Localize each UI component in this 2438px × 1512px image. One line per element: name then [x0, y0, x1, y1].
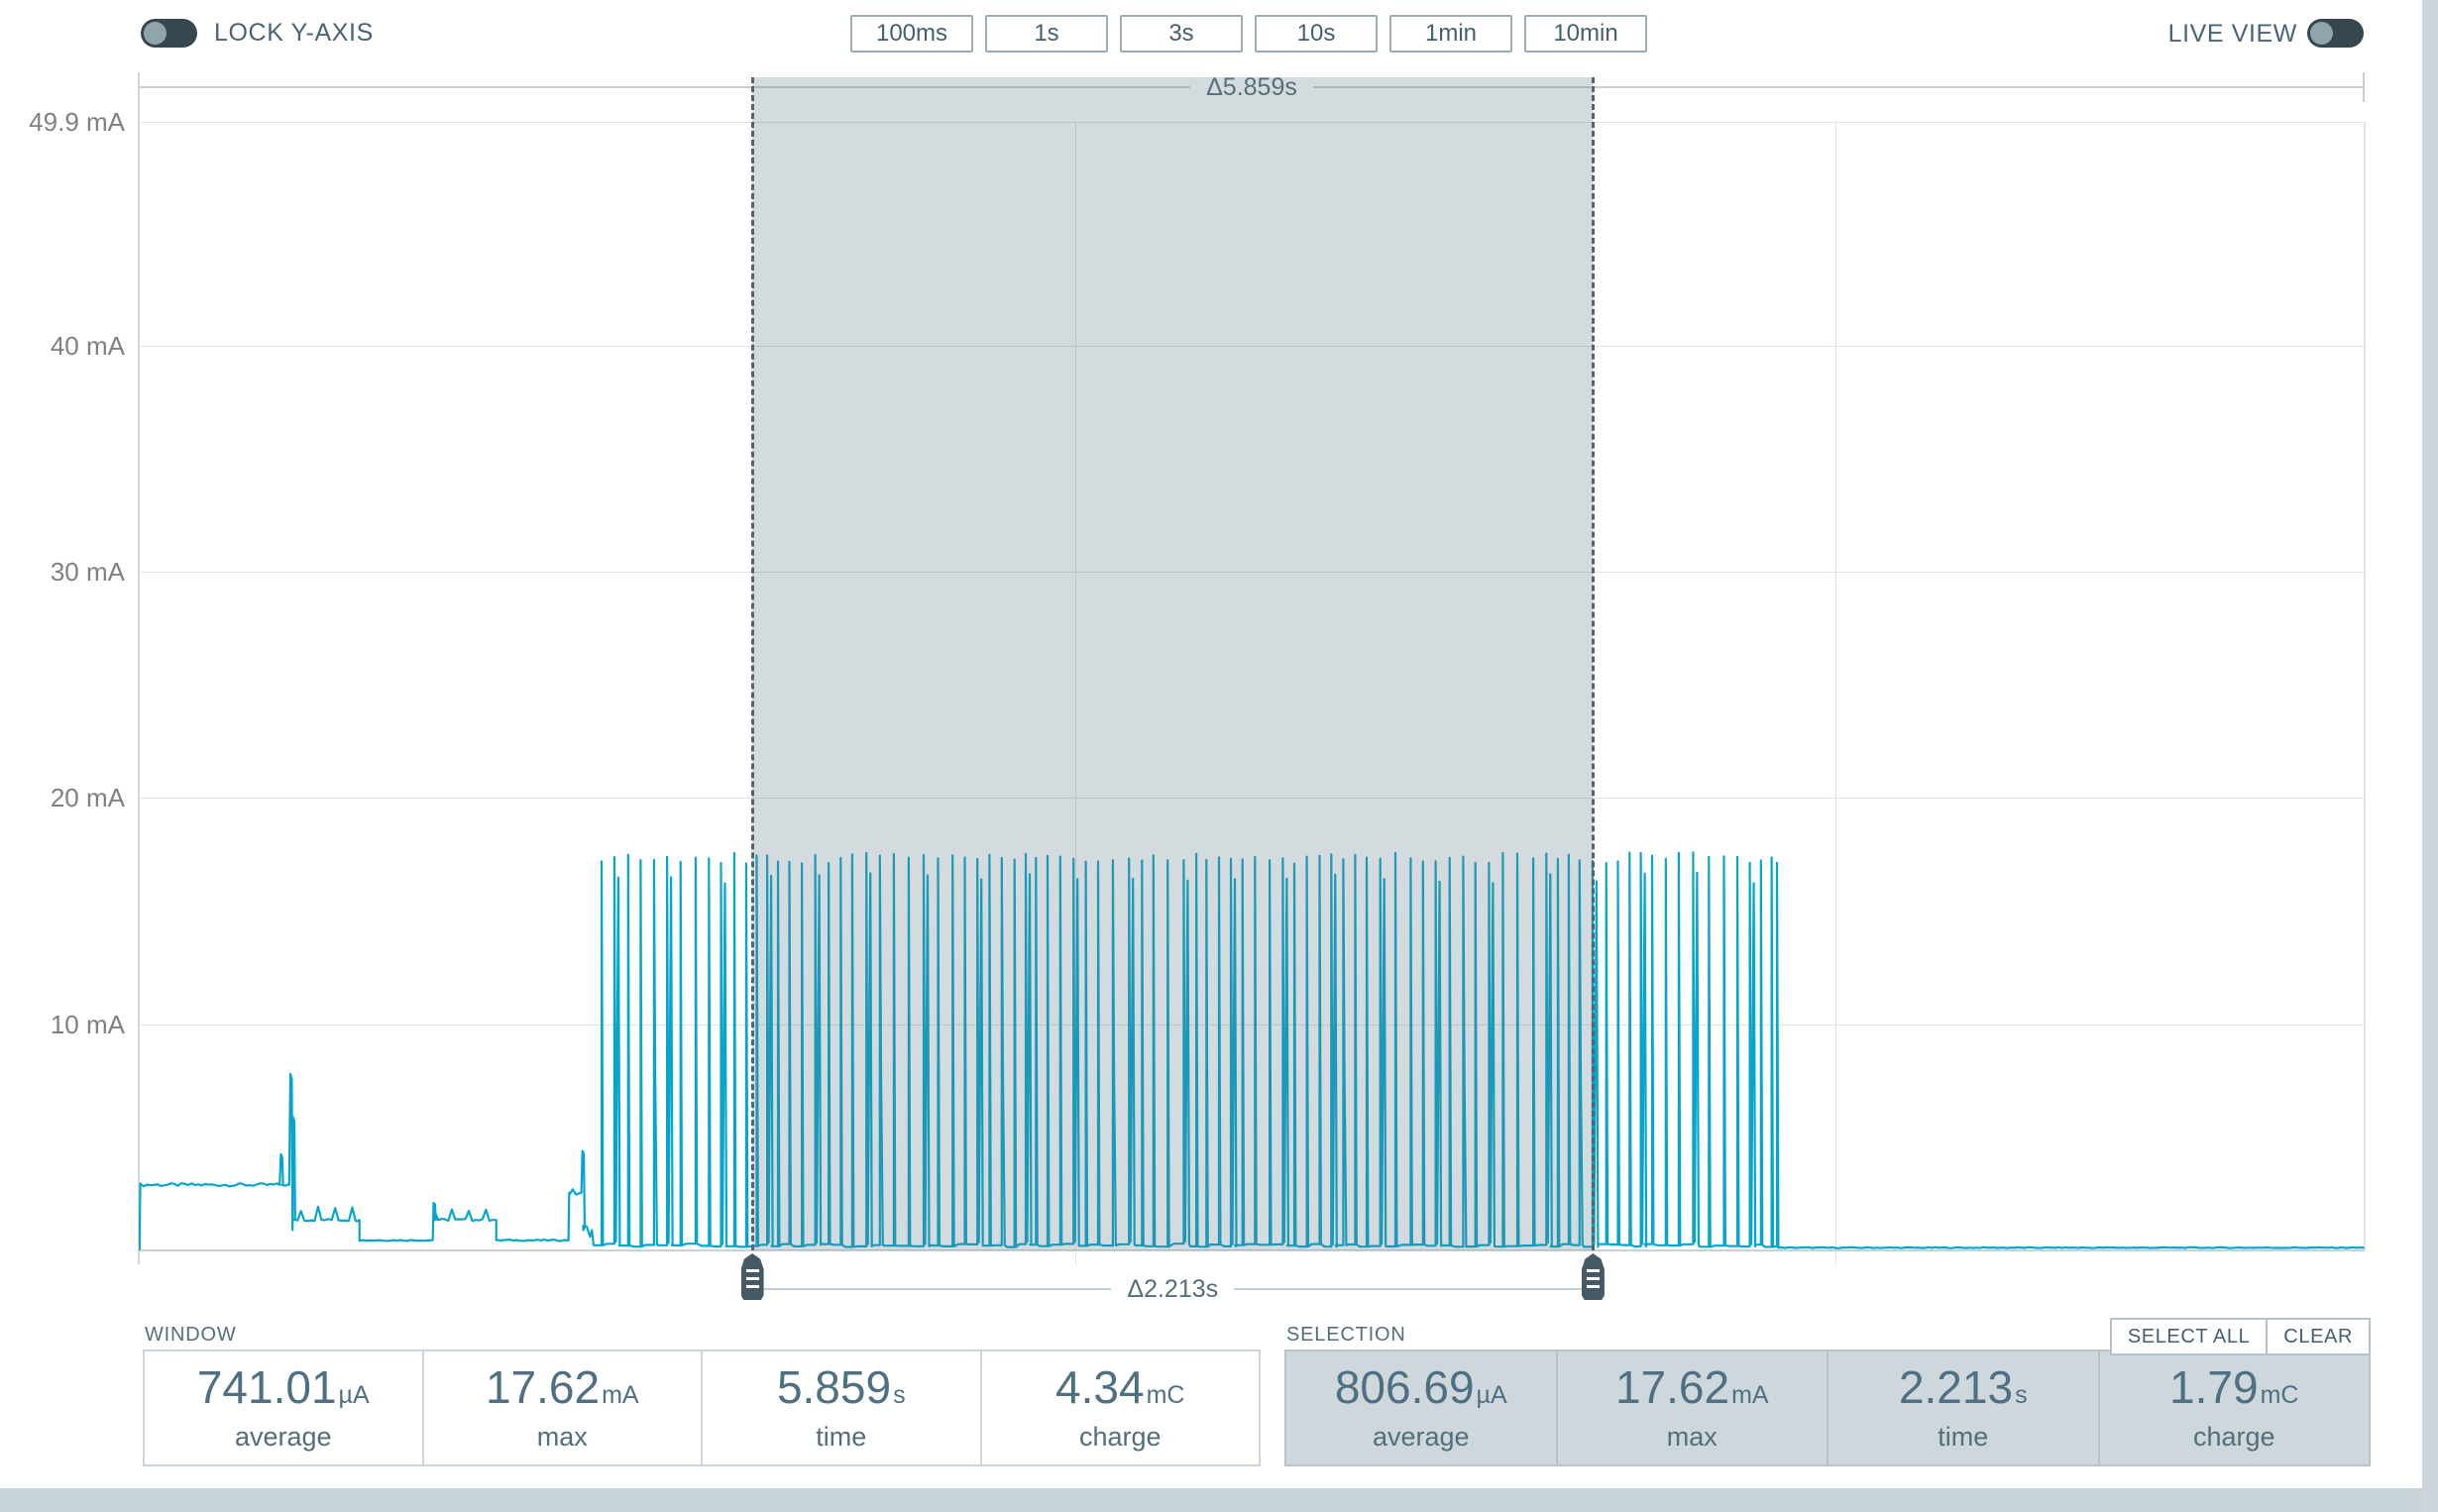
time-window-button-100ms[interactable]: 100ms: [850, 15, 973, 53]
stat-value: 5.859s: [776, 1360, 906, 1413]
lock-y-axis-toggle[interactable]: [141, 19, 197, 48]
h-gridline: [139, 121, 2365, 123]
selection-stat-max: 17.62mA max: [1557, 1351, 1827, 1464]
selection-ruler-label: Δ2.213s: [1111, 1274, 1235, 1304]
selection-stat-time: 2.213s time: [1828, 1351, 2098, 1464]
x-axis-baseline: [139, 1249, 2365, 1251]
stat-label: charge: [2192, 1421, 2275, 1452]
v-gridline: [1835, 122, 1836, 1264]
stat-value: 2.213s: [1898, 1360, 2028, 1413]
stat-label: max: [1666, 1421, 1718, 1452]
selection-stat-charge: 1.79mC charge: [2099, 1351, 2369, 1464]
window-stat-average: 741.01µA average: [145, 1351, 422, 1464]
time-window-buttons: 100ms 1s 3s 10s 1min 10min: [850, 15, 1647, 53]
window-ruler: Δ5.859s: [139, 72, 2365, 102]
live-view-label: LIVE VIEW: [2167, 20, 2297, 48]
stat-label: average: [1372, 1421, 1470, 1452]
selection-panel-title: SELECTION: [1286, 1324, 1406, 1346]
stat-label: time: [1938, 1421, 1989, 1452]
y-axis-tick-label: 20 mA: [50, 783, 125, 813]
stat-label: max: [536, 1421, 588, 1452]
lock-y-axis-toggle-knob: [144, 22, 166, 45]
current-trace: [139, 851, 2365, 1250]
select-all-button[interactable]: SELECT ALL: [2111, 1320, 2267, 1353]
window-stat-charge: 4.34mC charge: [981, 1351, 1259, 1464]
stat-label: average: [234, 1421, 332, 1452]
stat-value: 17.62mA: [1614, 1360, 1769, 1413]
time-window-button-10min[interactable]: 10min: [1524, 15, 1647, 53]
selection-handle-left[interactable]: [740, 1253, 764, 1300]
horizontal-scrollbar[interactable]: [0, 1488, 2422, 1512]
stat-label: time: [816, 1421, 867, 1452]
window-stat-max: 17.62mA max: [423, 1351, 701, 1464]
window-panel-title: WINDOW: [145, 1324, 237, 1346]
stat-value: 1.79mC: [2169, 1360, 2299, 1413]
selection-action-buttons: SELECT ALL CLEAR: [2109, 1318, 2371, 1355]
vertical-scrollbar[interactable]: [2422, 0, 2438, 1512]
selection-stat-average: 806.69µA average: [1286, 1351, 1556, 1464]
stat-value: 4.34mC: [1055, 1360, 1185, 1413]
lock-y-axis-label: LOCK Y-AXIS: [214, 19, 374, 47]
y-axis-line: [138, 73, 140, 1264]
selection-border-right[interactable]: [1591, 77, 1595, 1250]
time-window-button-1s[interactable]: 1s: [985, 15, 1108, 53]
y-axis-tick-label: 30 mA: [50, 557, 125, 588]
y-axis-tick-label: 49.9 mA: [29, 106, 125, 137]
h-gridline: [139, 1024, 2365, 1026]
stat-value: 741.01µA: [196, 1360, 370, 1413]
time-window-button-1min[interactable]: 1min: [1389, 15, 1512, 53]
live-view-toggle[interactable]: [2307, 19, 2364, 48]
selection-handle-right[interactable]: [1581, 1253, 1605, 1300]
time-window-button-10s[interactable]: 10s: [1255, 15, 1378, 53]
time-window-button-3s[interactable]: 3s: [1120, 15, 1243, 53]
stat-label: charge: [1078, 1421, 1162, 1452]
y-axis-tick-label: 10 mA: [50, 1009, 125, 1039]
clear-button[interactable]: CLEAR: [2266, 1320, 2369, 1353]
stat-value: 17.62mA: [485, 1360, 639, 1413]
chart-right-border: [2364, 122, 2366, 1250]
window-stat-time: 5.859s time: [703, 1351, 980, 1464]
selection-border-left[interactable]: [750, 77, 754, 1250]
v-gridline: [1075, 122, 1076, 1264]
h-gridline: [139, 345, 2365, 347]
selection-ruler: Δ2.213s: [752, 1274, 1593, 1304]
window-ruler-label: Δ5.859s: [1190, 72, 1313, 102]
selection-region[interactable]: [752, 77, 1594, 1250]
stat-value: 806.69µA: [1334, 1360, 1507, 1413]
window-stats-panel: 741.01µA average 17.62mA max 5.859s time 4.34m…: [143, 1350, 1261, 1466]
selection-stats-panel: 806.69µA average 17.62mA max 2.213s time 1.79m…: [1284, 1350, 2371, 1466]
h-gridline: [139, 798, 2365, 800]
h-gridline: [139, 572, 2365, 574]
current-trace-path: [139, 851, 2365, 1250]
y-axis-tick-label: 40 mA: [50, 330, 125, 361]
live-view-toggle-knob: [2310, 22, 2333, 45]
